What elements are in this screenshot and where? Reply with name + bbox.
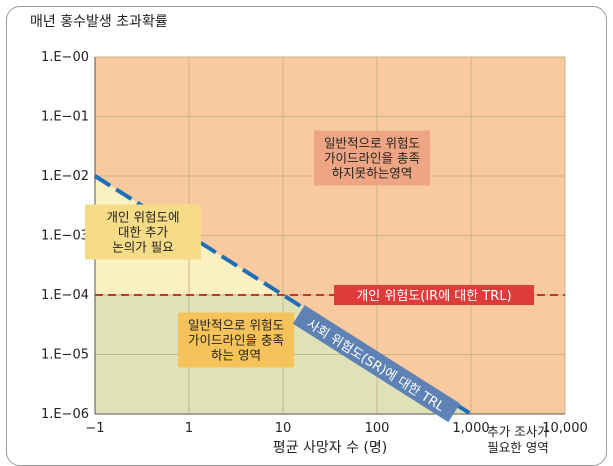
y-tick-label: 1.E−00 bbox=[41, 50, 89, 65]
note-meets-guideline-text: 가이드라인을 충족 bbox=[188, 333, 284, 348]
ir-trl-label: 개인 위험도(IR에 대한 TRL) bbox=[334, 285, 534, 305]
y-tick-label: 1.E−01 bbox=[41, 110, 89, 125]
chart-title: 매년 홍수발생 초과확률 bbox=[30, 14, 168, 30]
x-tick-label: 10 bbox=[275, 421, 292, 436]
note-further-investigation-text: 추가 조사가 bbox=[487, 424, 549, 439]
ir-trl-label-box bbox=[334, 285, 534, 305]
note-meets-guideline-text: 일반적으로 위험도 bbox=[188, 318, 284, 333]
x-tick-label: −1 bbox=[85, 421, 104, 436]
note-further-discussion-text: 개인 위험도에 bbox=[107, 210, 180, 225]
x-tick-label: 100 bbox=[365, 421, 390, 436]
note-not-met-text: 일반적으로 위험도 bbox=[324, 136, 420, 151]
x-axis-title: 평균 사망자 수 (명) bbox=[273, 440, 387, 456]
note-further-discussion-text: 대한 추가 bbox=[118, 225, 168, 240]
note-not-met-text: 가이드라인을 총족 bbox=[324, 151, 420, 166]
note-further-discussion-text: 논의가 필요 bbox=[112, 240, 173, 255]
y-tick-label: 1.E−05 bbox=[41, 348, 89, 363]
note-meets-guideline-box bbox=[178, 312, 294, 368]
note-not-met-box bbox=[314, 130, 430, 186]
y-tick-label: 1.E−03 bbox=[41, 229, 89, 244]
x-tick-label: 10,000 bbox=[542, 421, 588, 436]
y-tick-label: 1.E−02 bbox=[41, 169, 89, 184]
note-meets-guideline-text: 하는 영역 bbox=[211, 348, 261, 363]
x-tick-label: 1 bbox=[185, 421, 193, 436]
note-further-discussion-box bbox=[85, 204, 201, 260]
note-further-investigation-text: 필요한 영역 bbox=[487, 440, 548, 455]
x-tick-label: 1,000 bbox=[452, 421, 489, 436]
ir-trl-label-text: 개인 위험도(IR에 대한 TRL) bbox=[356, 289, 511, 304]
axes: −1 1 10 100 1,000 10,000 1.E−00 1.E−01 1.E−02 1.E… bbox=[41, 50, 588, 436]
y-tick-label: 1.E−04 bbox=[41, 288, 89, 303]
note-not-met-text: 하지못하는영역 bbox=[332, 166, 413, 181]
y-tick-label: 1.E−06 bbox=[41, 407, 89, 422]
sr-trl-label-box bbox=[292, 305, 461, 423]
